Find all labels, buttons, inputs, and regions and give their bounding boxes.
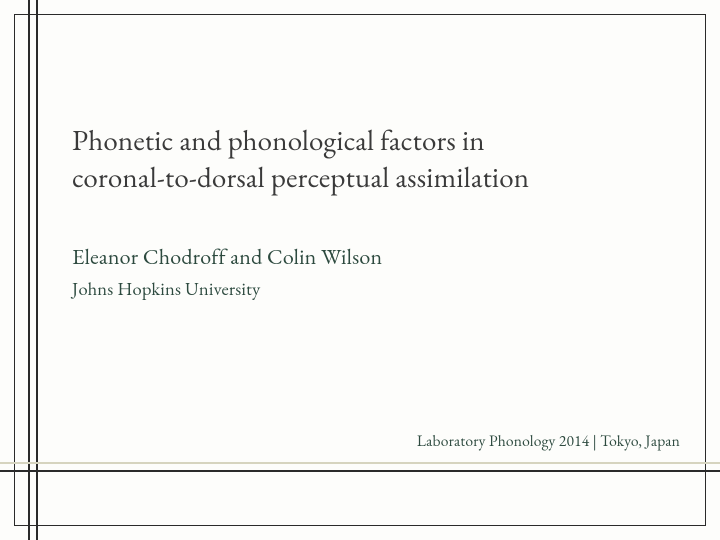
slide-affiliation: Johns Hopkins University — [72, 276, 690, 301]
slide-title: Phonetic and phonological factors in cor… — [72, 122, 690, 196]
vertical-rule-1 — [28, 0, 30, 540]
slide-content: Phonetic and phonological factors in cor… — [72, 0, 690, 540]
title-line-2: coronal-to-dorsal perceptual assimilatio… — [72, 158, 529, 196]
slide-authors: Eleanor Chodroff and Colin Wilson — [72, 242, 690, 271]
slide-footer: Laboratory Phonology 2014 | Tokyo, Japan — [417, 430, 680, 451]
title-line-1: Phonetic and phonological factors in — [72, 121, 485, 159]
vertical-rule-2 — [36, 0, 38, 540]
